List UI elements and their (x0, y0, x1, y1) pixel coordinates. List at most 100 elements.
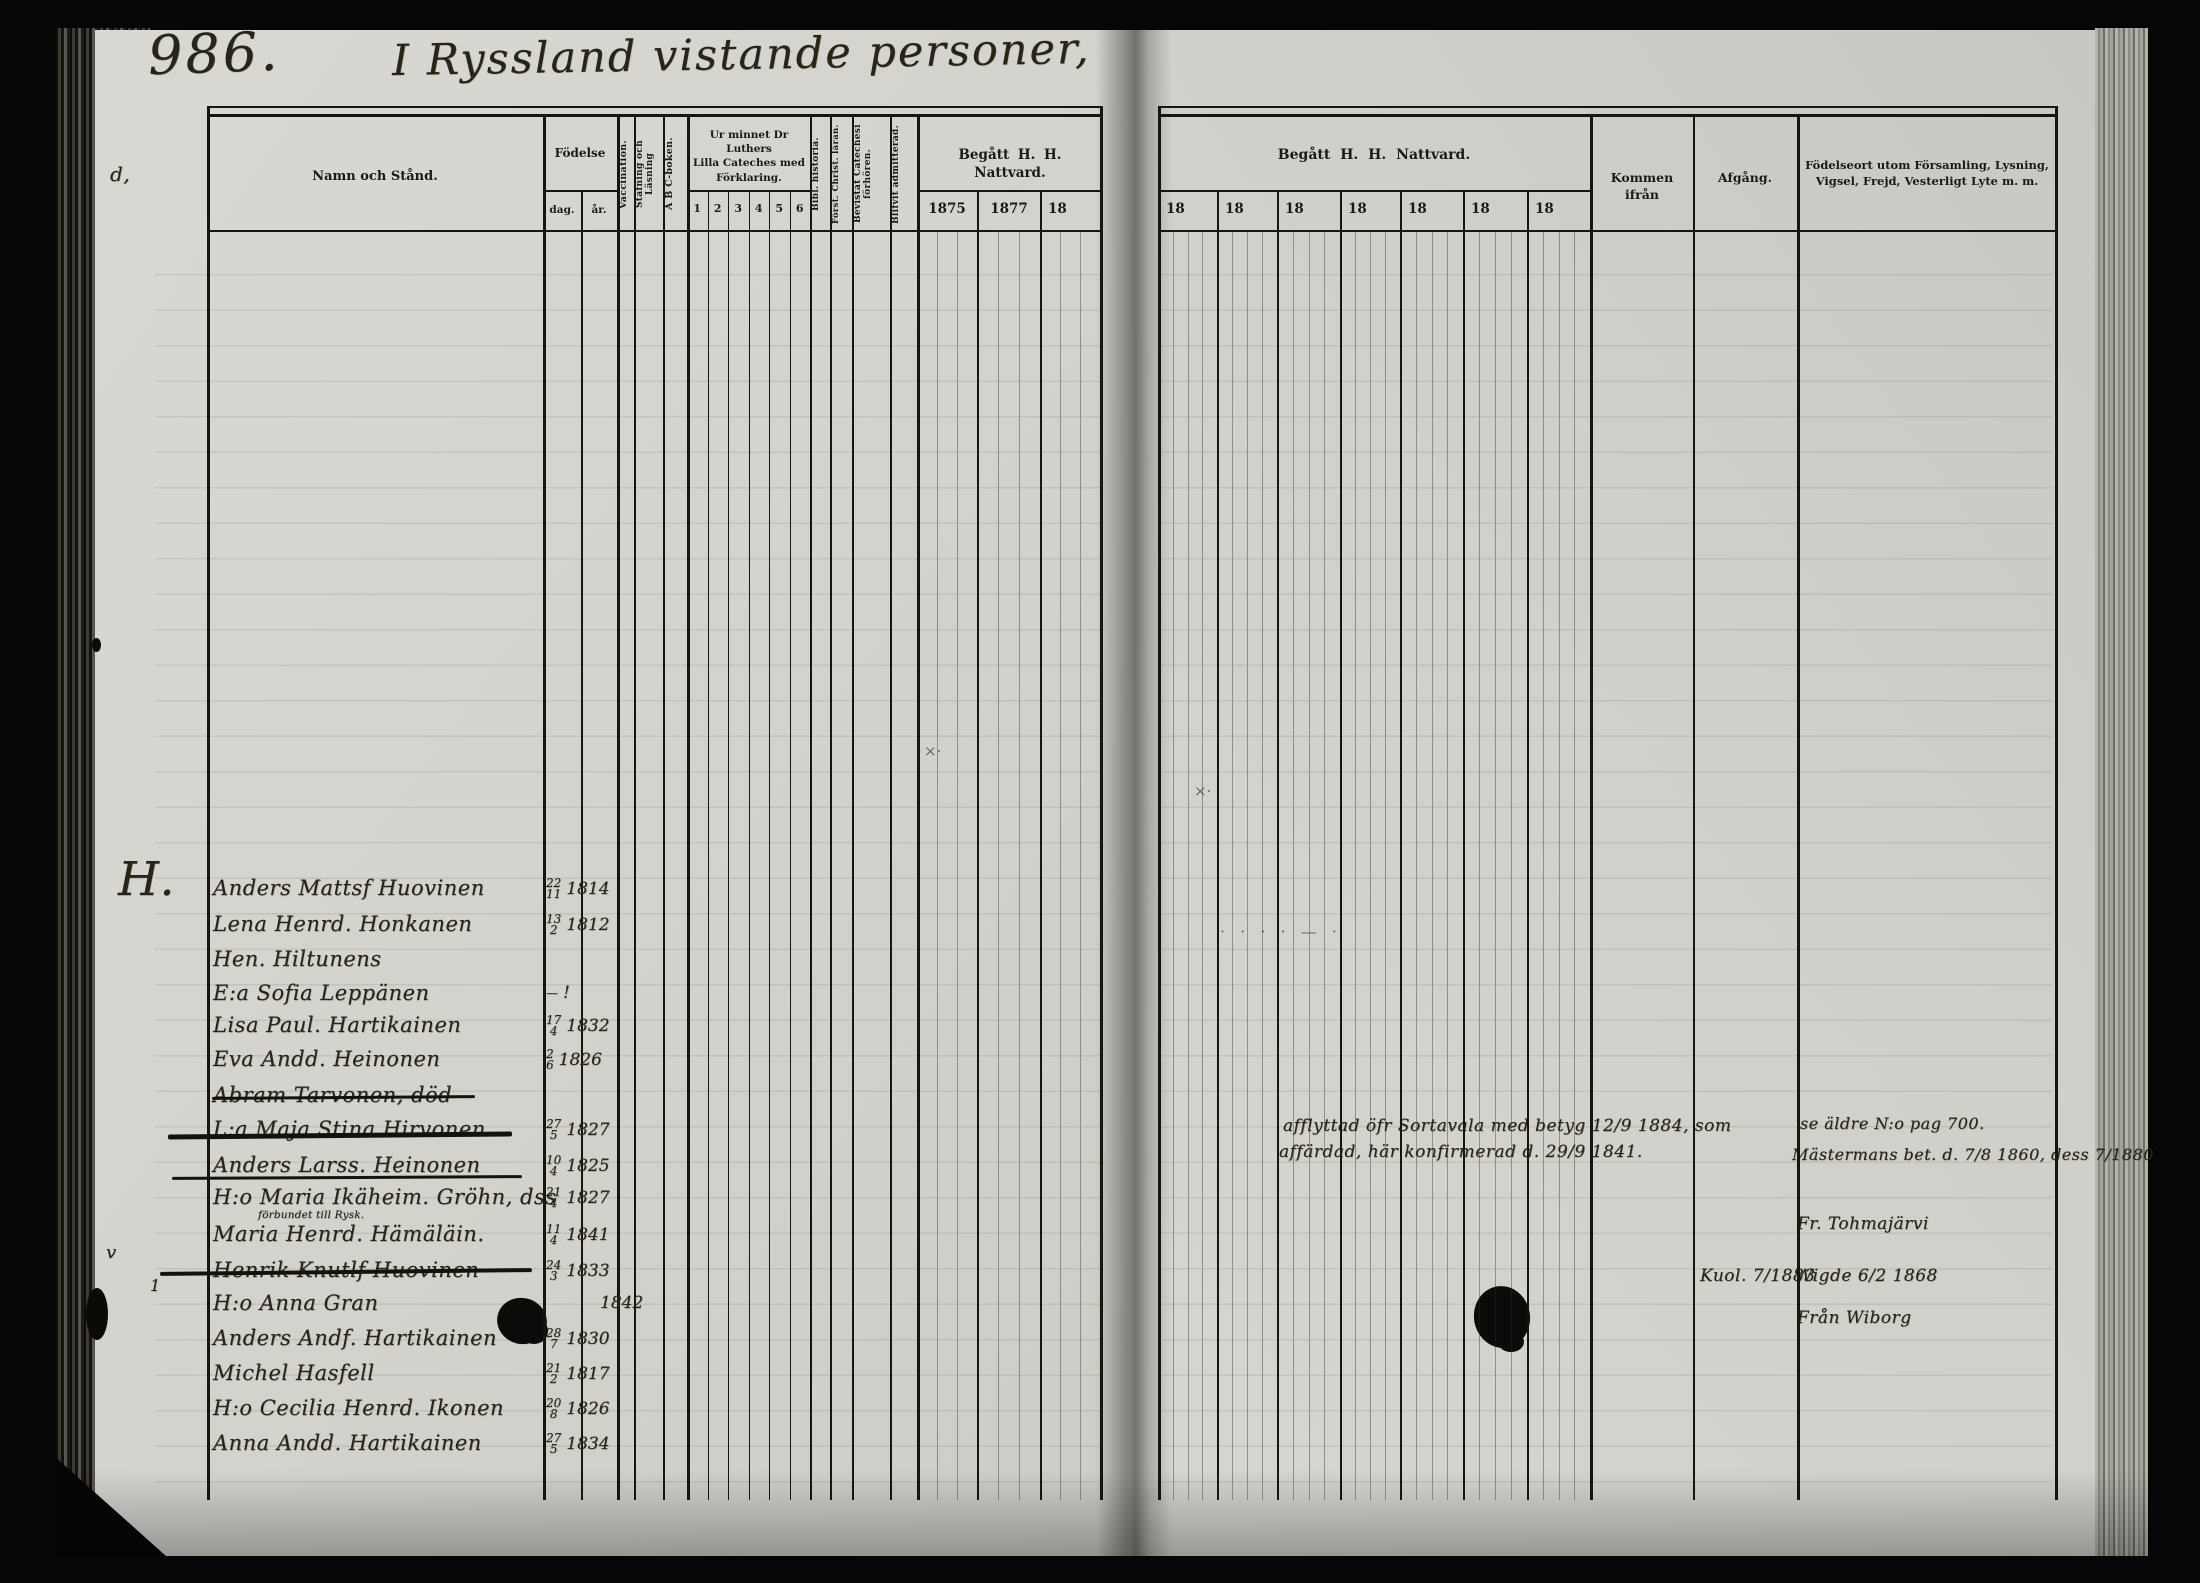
entry-name: Anders Mattsf Huovinen (213, 876, 485, 900)
entry-birth-year: 1842 (600, 1293, 644, 1313)
communion-subline (1415, 232, 1417, 1500)
entry-birth-year: 1832 (566, 1016, 610, 1036)
page-number: 986. (146, 19, 282, 88)
entry-name: H:o Maria Ikäheim. Gröhn, dss (213, 1185, 557, 1209)
entry-name: Lisa Paul. Hartikainen (213, 1013, 462, 1037)
communion-subline (957, 232, 959, 1500)
cateches-number: 5 (775, 202, 784, 215)
communion-year-header: 18 (1166, 201, 1185, 217)
entry-birth-day-month: 27 5 (546, 1117, 562, 1142)
col-header-birth: Födelse (554, 146, 606, 160)
entry-name: Lena Henrd. Honkanen (213, 912, 473, 936)
margin-check-mark: v (106, 1242, 117, 1263)
communion-subline (1308, 232, 1310, 1500)
col-header-birthplace-l2: Vigsel, Frejd, Vesterligt Lyte m. m. (1815, 173, 2039, 188)
scan-speck-2 (86, 1288, 108, 1340)
entry-birth-year: 1817 (566, 1364, 610, 1384)
entry-name: Anders Larss. Heinonen (213, 1153, 481, 1177)
entry-birth-year: 1827 (566, 1120, 610, 1140)
ink-blot-right-page-2 (1498, 1332, 1524, 1352)
col-header-abc-book: A B C-boken. (664, 118, 686, 230)
table-vertical-line (1797, 114, 1800, 1500)
table-vertical-line (1277, 190, 1279, 1500)
entry-birth-day-month: 27 5 (546, 1431, 562, 1456)
entry-birth-day-month: 21 4 (546, 1185, 562, 1210)
communion-year-header: 18 (1348, 201, 1367, 217)
table-vertical-line (1040, 190, 1042, 1500)
reference-note-line1: se äldre N:o pag 700. (1800, 1114, 1985, 1133)
came-from-note: Fr. Tohmajärvi (1797, 1214, 1929, 1234)
communion-year-header: 18 (1471, 201, 1490, 217)
table-vertical-line (663, 114, 665, 1500)
communion-subline (1080, 232, 1082, 1500)
entry-birth-day-month: 10 4 (546, 1153, 562, 1178)
entry-birthdate: 13 2 1812 (546, 913, 610, 936)
col-header-birth-day: dag. (549, 204, 575, 216)
communion-subline (1479, 232, 1481, 1500)
entry-name: Abram Tarvonen, död (213, 1083, 453, 1107)
communion-year-header: 18 (1048, 201, 1067, 217)
entry-name: Anders Andf. Hartikainen (213, 1326, 498, 1350)
entry-birthdate: 27 5 1834 (546, 1431, 610, 1456)
communion-year-header: 18 (1535, 201, 1554, 217)
migration-note-line1: afflyttad öfr Sortavala med betyg 12/9 1… (1283, 1116, 1732, 1136)
table-vertical-line (1527, 190, 1529, 1500)
table-vertical-line (810, 114, 812, 1500)
communion-subline (1431, 232, 1433, 1500)
table-vertical-line (917, 114, 920, 1500)
table-horizontal-line (917, 190, 1100, 192)
col-header-cateches-l1: Ur minnet Dr Luthers (709, 129, 789, 156)
col-header-vaccination-text: Vaccination. (618, 139, 629, 209)
table-vertical-line (1217, 190, 1219, 1500)
communion-subline (998, 232, 1000, 1500)
table-horizontal-line (687, 190, 810, 192)
left-page-paper (95, 30, 1128, 1556)
communion-subline (937, 232, 939, 1500)
communion-subline (1187, 232, 1189, 1500)
entry-birth-year: 1826 (566, 1399, 610, 1419)
entry-birthdate: 1842 (600, 1293, 643, 1313)
communion-subline (1324, 232, 1326, 1500)
entry-birth-day-month: 17 4 (546, 1013, 562, 1038)
entry-birth-year: 1814 (566, 879, 610, 899)
communion-subline (1202, 232, 1204, 1500)
entry-birthdate: 21 4 1827 (546, 1185, 610, 1210)
entry-birthdate: 22 11 1814 (546, 877, 610, 900)
cateches-number: 3 (734, 202, 743, 215)
table-vertical-line (1100, 106, 1103, 1500)
col-header-attended-exams-l2: förhören. (863, 149, 873, 200)
entry-birth-year: 1841 (566, 1225, 610, 1245)
table-vertical-line (977, 190, 979, 1500)
entry-birthdate: 27 5 1827 (546, 1117, 610, 1142)
table-vertical-line (707, 190, 709, 1500)
entry-birth-day-month: 28 7 (546, 1326, 562, 1351)
entry-birthdate: —! (546, 983, 570, 1003)
entry-birth-year: ! (563, 983, 570, 1003)
right-page-stack-edge (2095, 28, 2148, 1556)
table-vertical-line (769, 190, 771, 1500)
reference-note-line2: Mästermans bet. d. 7/8 1860, dess 7/1880 (1792, 1145, 2154, 1164)
communion-subline (1385, 232, 1387, 1500)
col-header-reading: Stafning och Läsning (635, 118, 662, 230)
table-vertical-line (1400, 190, 1402, 1500)
col-header-vaccination: Vaccination. (618, 118, 633, 230)
communion-subline (1558, 232, 1560, 1500)
col-header-admitted: Blifvit admitterad. (891, 118, 916, 230)
entry-interline-note: förbundet till Rysk. (258, 1209, 365, 1221)
col-header-name: Namn och Stånd. (312, 169, 438, 184)
table-horizontal-line (543, 190, 617, 192)
cateches-number: 6 (795, 202, 804, 215)
communion-subline (1511, 232, 1513, 1500)
communion-subline (1247, 232, 1249, 1500)
col-header-admitted-text: Blifvit admitterad. (891, 124, 901, 224)
cateches-number: 4 (754, 202, 763, 215)
table-horizontal-line (1158, 230, 2055, 232)
table-horizontal-line (207, 230, 1100, 232)
table-vertical-line (634, 114, 636, 1500)
margin-letter-h: H. (118, 852, 175, 907)
entry-birth-year: 1830 (566, 1329, 610, 1349)
communion-year-header: 1877 (990, 201, 1028, 217)
entry-birth-day-month: 21 2 (546, 1361, 562, 1386)
col-header-attended-exams: Bevistat Catechesi förhören. (853, 118, 889, 230)
